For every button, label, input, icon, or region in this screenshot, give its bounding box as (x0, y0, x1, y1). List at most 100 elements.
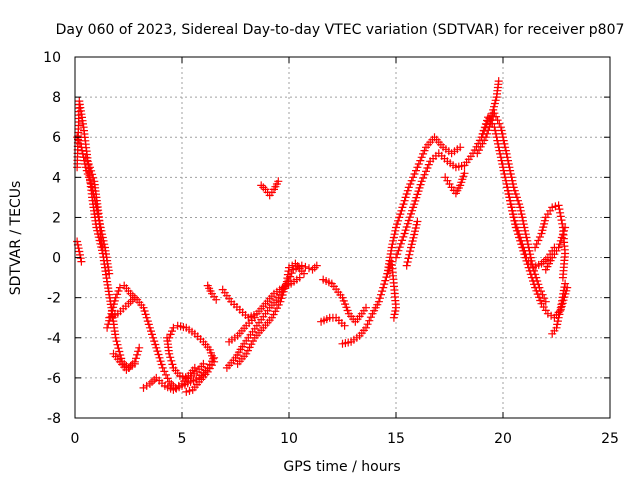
data-point (398, 203, 407, 212)
data-point (484, 126, 493, 135)
data-point (509, 180, 517, 188)
data-point (518, 213, 527, 222)
data-point (509, 210, 517, 219)
data-point (116, 351, 125, 359)
data-point (392, 223, 400, 232)
data-point (166, 330, 175, 339)
data-point (400, 229, 409, 238)
data-point (374, 297, 383, 306)
data-point (281, 281, 290, 289)
data-point (396, 239, 405, 248)
data-point (250, 313, 259, 322)
data-point (510, 186, 519, 195)
data-point (389, 236, 398, 245)
data-point (279, 287, 288, 296)
data-point (83, 156, 92, 165)
data-point (517, 236, 526, 245)
data-point (152, 343, 161, 352)
data-point (506, 166, 515, 175)
data-point (554, 313, 563, 322)
data-point (362, 303, 370, 312)
data-point (506, 200, 515, 209)
plot-data (73, 77, 572, 396)
data-point (512, 223, 521, 232)
data-series (233, 259, 308, 368)
data-point (74, 136, 83, 145)
data-point (415, 183, 424, 192)
data-point (506, 196, 515, 205)
data-series (541, 223, 570, 274)
data-point (413, 217, 422, 226)
data-point (168, 327, 176, 336)
data-series (81, 153, 107, 252)
data-point (404, 254, 413, 263)
data-point (295, 273, 304, 282)
y-tick-label: 4 (52, 170, 61, 186)
data-point (409, 173, 418, 182)
data-point (165, 349, 174, 358)
data-point (532, 240, 541, 248)
data-series (473, 109, 550, 306)
y-tick-label: -4 (47, 331, 61, 347)
data-point (73, 237, 82, 246)
data-point (413, 163, 422, 172)
data-point (499, 133, 507, 142)
data-point (555, 205, 564, 214)
y-axis-title: SDTVAR / TECUs (8, 181, 24, 296)
data-point (113, 340, 122, 349)
data-point (537, 287, 545, 296)
data-series (338, 257, 400, 348)
data-point (312, 261, 321, 270)
data-point (154, 350, 163, 359)
data-point (521, 250, 530, 259)
data-point (520, 223, 529, 232)
data-point (114, 287, 123, 295)
data-point (499, 136, 508, 145)
data-point (556, 236, 565, 245)
data-point (422, 167, 430, 176)
data-point (547, 311, 556, 320)
data-series (317, 313, 349, 330)
x-tick-label: 25 (601, 431, 619, 447)
data-point (156, 357, 165, 366)
data-point (199, 359, 208, 368)
data-point (113, 290, 122, 299)
data-point (182, 387, 191, 396)
data-point (420, 170, 429, 179)
x-tick-label: 20 (494, 431, 512, 447)
data-point (519, 220, 528, 229)
data-point (397, 206, 406, 215)
data-point (305, 264, 313, 273)
data-point (405, 213, 414, 222)
data-series (383, 133, 465, 278)
data-point (535, 283, 544, 292)
data-point (511, 190, 520, 198)
data-point (400, 196, 409, 205)
y-tick-label: -6 (47, 371, 61, 387)
data-point (557, 216, 566, 225)
data-point (515, 230, 524, 239)
data-point (391, 226, 400, 235)
data-point (410, 200, 419, 209)
data-point (76, 254, 85, 263)
data-point (377, 290, 385, 299)
data-point (553, 317, 562, 326)
data-point (112, 337, 121, 346)
data-point (555, 310, 564, 319)
data-point (492, 112, 500, 121)
data-point (531, 270, 540, 279)
data-point (404, 183, 413, 192)
data-point (166, 353, 175, 362)
x-axis: 0 5 10 15 20 25 (71, 57, 619, 447)
y-tick-label: 8 (52, 90, 61, 106)
data-point (399, 200, 408, 209)
data-point (390, 230, 399, 239)
data-point (77, 257, 86, 266)
data-point (417, 177, 426, 186)
data-point (402, 223, 411, 231)
data-series (402, 217, 422, 270)
data-point (96, 233, 105, 242)
data-point (512, 193, 521, 202)
data-point (379, 283, 388, 292)
data-point (142, 313, 151, 322)
